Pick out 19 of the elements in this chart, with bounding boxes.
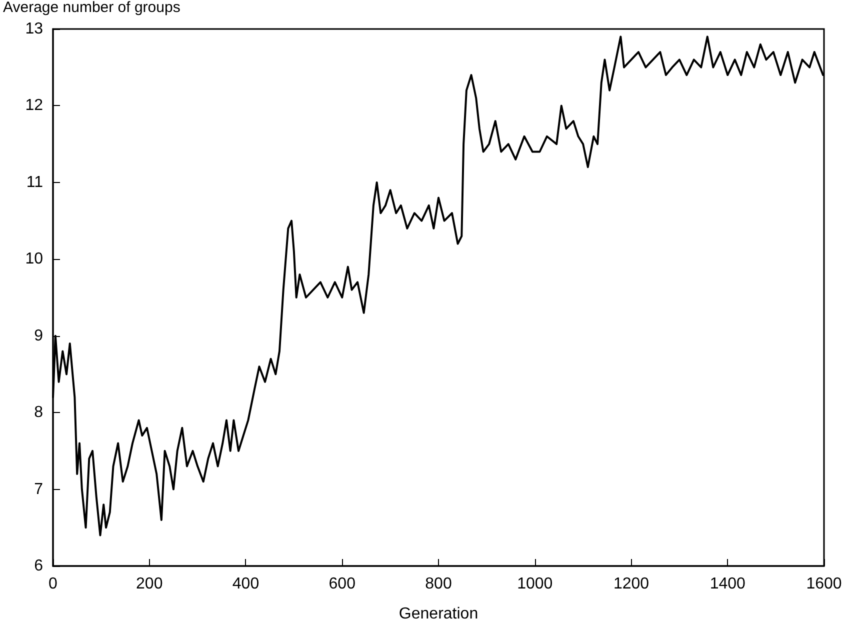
y-axis-title: Average number of groups [3, 0, 180, 16]
y-tick-label: 8 [34, 404, 44, 422]
x-tick-label: 1000 [517, 576, 553, 592]
y-tick-label: 9 [34, 327, 44, 344]
x-axis-title: Generation [398, 606, 478, 622]
y-tick-label: 13 [25, 20, 44, 38]
y-tick-label: 12 [25, 97, 44, 114]
x-tick-label: 200 [136, 576, 163, 592]
x-tick-label: 600 [328, 576, 356, 592]
y-tick-label: 11 [26, 174, 44, 191]
x-tick-label: 1600 [806, 576, 842, 592]
x-tick-label: 0 [48, 576, 58, 592]
y-tick-label: 7 [34, 480, 44, 498]
x-tick-label: 1200 [613, 576, 650, 592]
y-tick-label: 6 [34, 558, 44, 574]
y-tick-label: 10 [25, 250, 44, 268]
x-tick-label: 1400 [710, 576, 746, 592]
x-tick-label: 800 [425, 576, 452, 592]
x-tick-label: 400 [232, 576, 260, 592]
